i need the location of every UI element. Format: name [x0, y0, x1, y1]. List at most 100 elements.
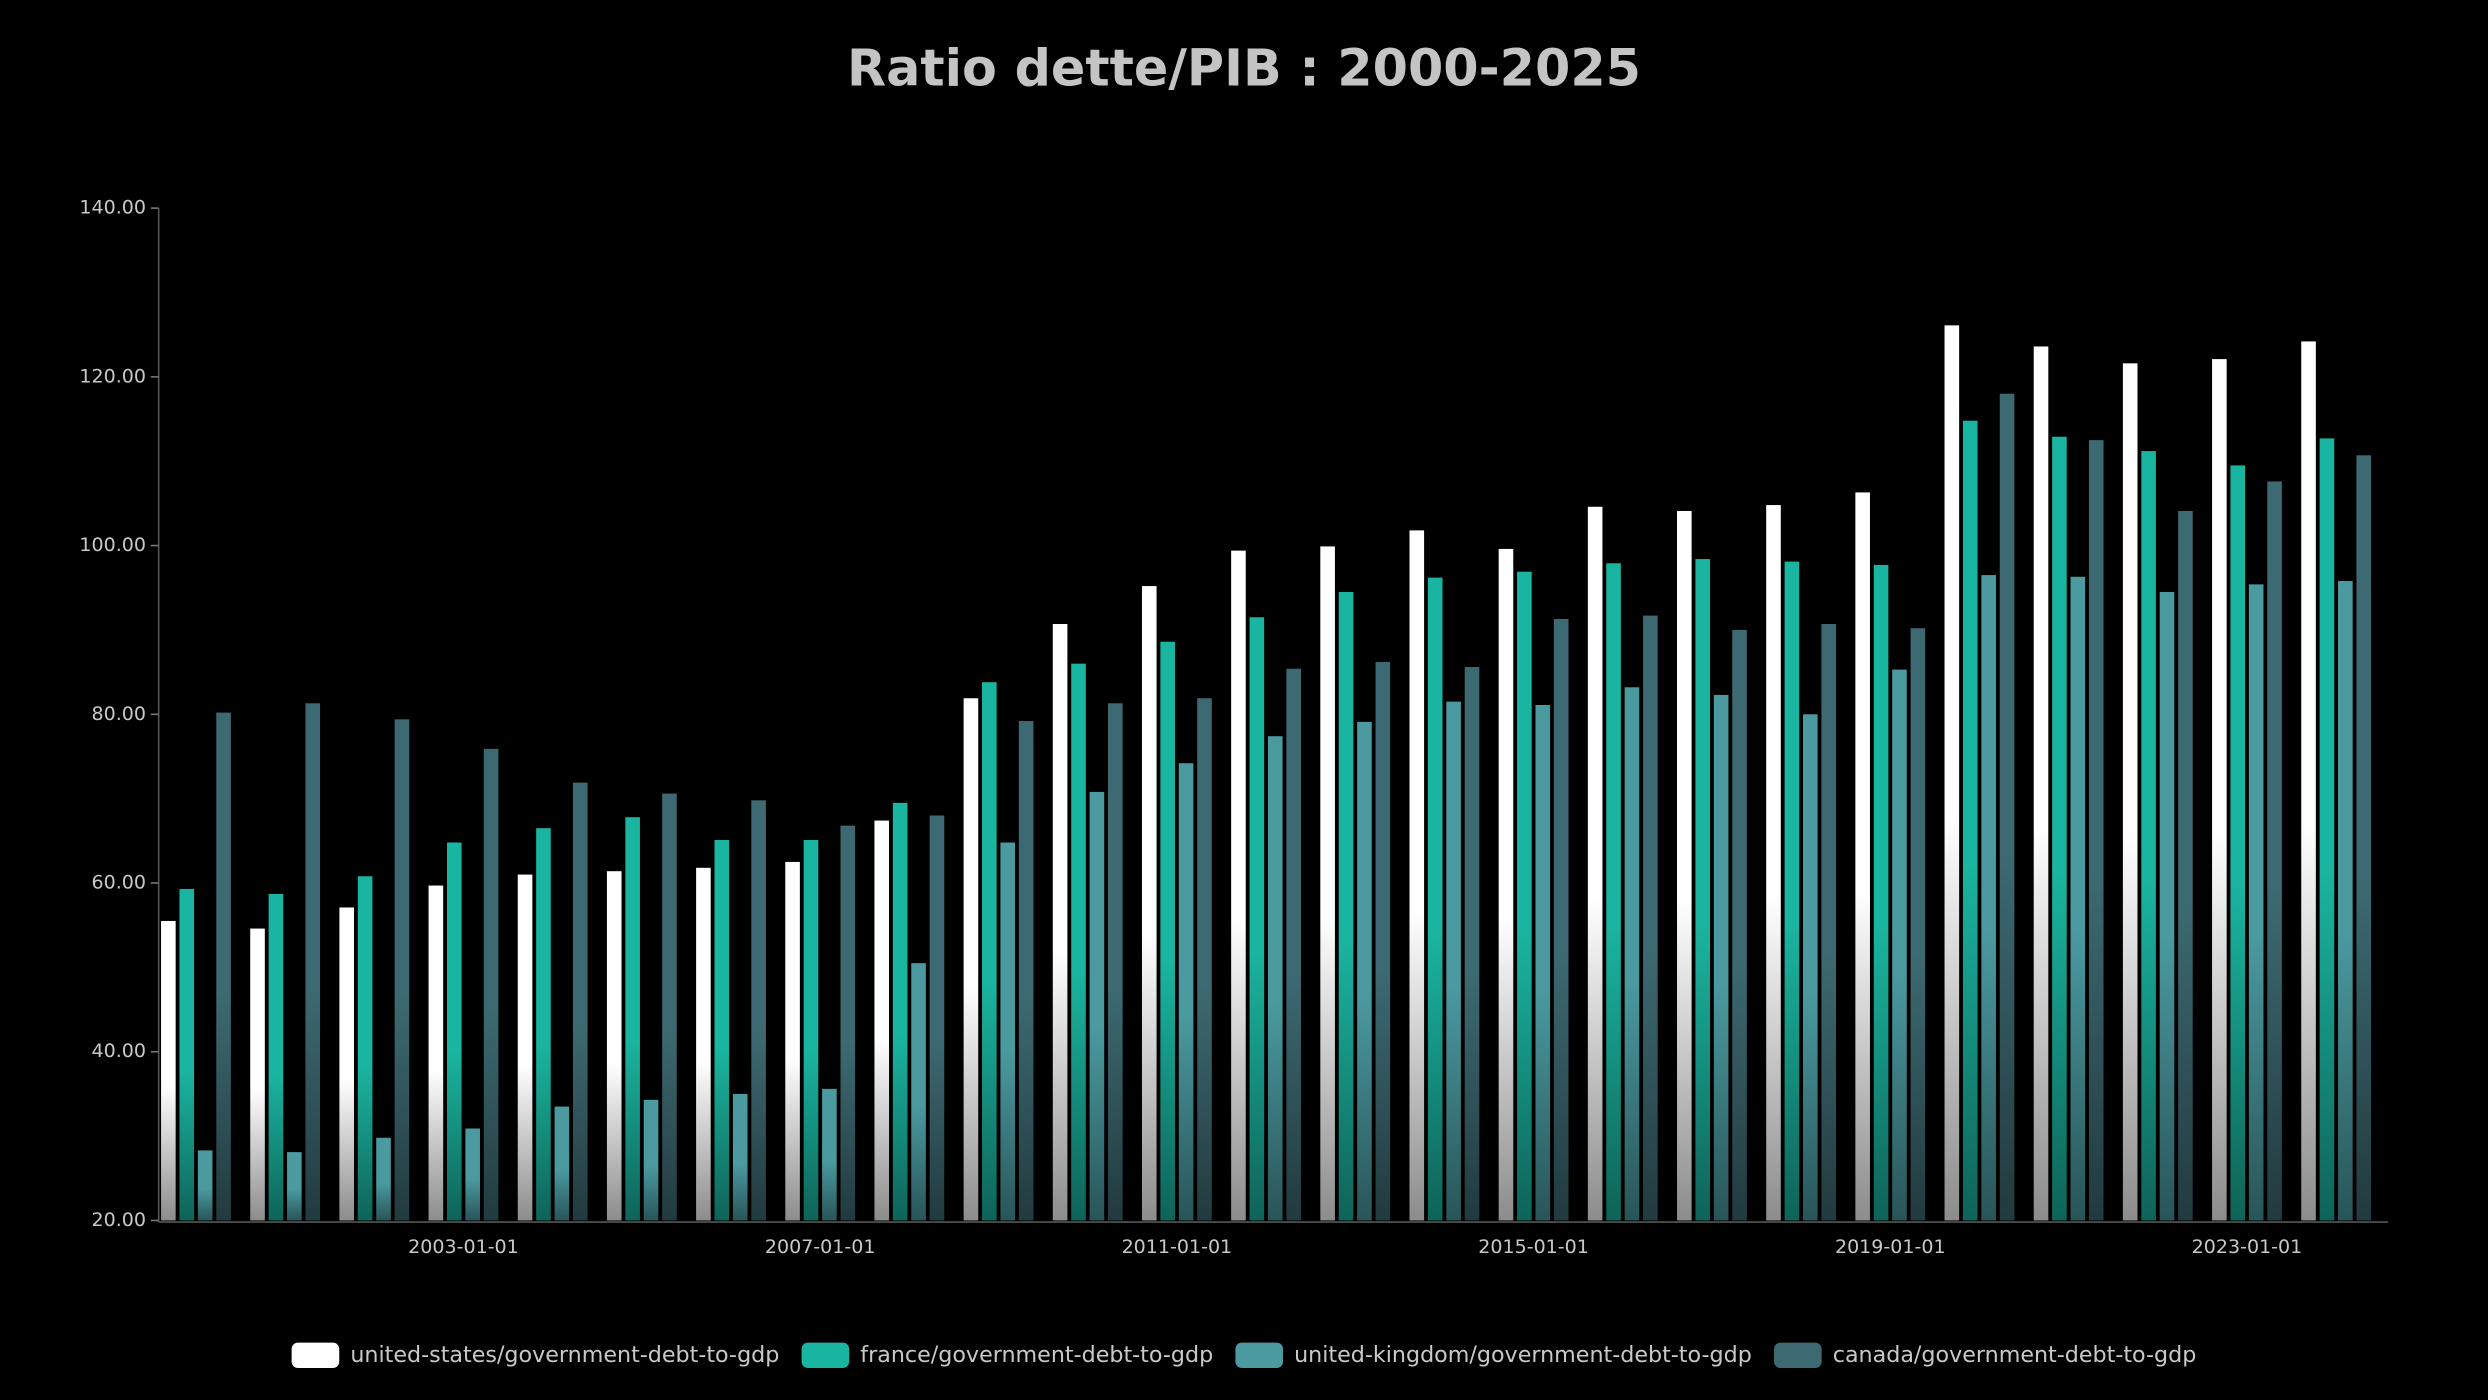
bar — [1231, 550, 1246, 1221]
bar — [1197, 698, 1212, 1221]
bar — [785, 861, 800, 1221]
bar — [517, 874, 533, 1221]
bar — [2033, 346, 2049, 1221]
bar — [1517, 571, 1532, 1221]
bar — [446, 842, 462, 1221]
bar — [929, 815, 945, 1221]
bar — [714, 839, 730, 1221]
legend-swatch — [1235, 1342, 1284, 1369]
bar — [179, 888, 195, 1221]
bar — [2141, 451, 2156, 1221]
bar — [2159, 591, 2175, 1221]
bar — [483, 748, 499, 1221]
bar — [1267, 736, 1283, 1221]
bar — [536, 828, 551, 1221]
bar — [554, 1106, 570, 1221]
bar — [822, 1088, 837, 1221]
bar — [1141, 586, 1157, 1221]
bar — [1018, 721, 1034, 1221]
x-tick-label: 2003-01-01 — [408, 1236, 519, 1258]
bar — [2338, 580, 2353, 1221]
bar — [2267, 481, 2282, 1221]
bar — [606, 871, 622, 1221]
legend-swatch — [291, 1342, 340, 1369]
bar — [1873, 564, 1889, 1221]
legend-label: united-states/government-debt-to-gdp — [350, 1342, 779, 1368]
bar — [376, 1137, 391, 1221]
bar — [428, 885, 444, 1221]
bar — [2356, 455, 2372, 1221]
bar — [1498, 548, 1514, 1221]
bar — [751, 800, 766, 1221]
y-tick-label: 60.00 — [91, 872, 145, 894]
bar — [1320, 546, 1335, 1221]
bar — [892, 802, 908, 1221]
legend-swatch — [801, 1342, 850, 1369]
bar — [1553, 618, 1569, 1221]
bar — [1587, 506, 1603, 1221]
bar — [1624, 687, 1640, 1221]
bar — [1713, 694, 1729, 1221]
x-tick-label: 2023-01-01 — [2192, 1236, 2303, 1258]
y-tick-label: 140.00 — [79, 197, 146, 219]
bar — [2248, 584, 2264, 1221]
bar — [2088, 440, 2104, 1221]
bar — [1108, 703, 1123, 1221]
x-tick-label: 2007-01-01 — [765, 1236, 876, 1258]
bar — [1855, 492, 1870, 1221]
bar — [874, 820, 890, 1221]
y-tick-label: 120.00 — [79, 365, 146, 387]
x-tick-label: 2019-01-01 — [1835, 1236, 1946, 1258]
legend-label: france/government-debt-to-gdp — [860, 1342, 1213, 1368]
bar — [2301, 341, 2316, 1221]
bar — [982, 682, 997, 1221]
bar — [662, 793, 677, 1221]
bar — [2212, 359, 2227, 1221]
bar — [2319, 438, 2335, 1221]
bar — [1160, 641, 1175, 1221]
bar — [1695, 559, 1711, 1221]
bar — [840, 825, 856, 1221]
bar — [1677, 510, 1692, 1221]
bar — [1606, 563, 1621, 1221]
bar — [2230, 465, 2246, 1221]
bar — [2070, 576, 2086, 1221]
bar — [1464, 667, 1480, 1221]
bar — [732, 1093, 748, 1221]
bar — [1446, 701, 1461, 1221]
legend-swatch — [1774, 1342, 1822, 1369]
bar — [1944, 325, 1960, 1221]
bar — [1732, 629, 1747, 1221]
y-tick-label: 100.00 — [79, 534, 146, 556]
bar — [1286, 668, 1301, 1221]
bar — [1052, 624, 1068, 1221]
bar — [1643, 615, 1658, 1221]
bar — [287, 1152, 302, 1221]
bar — [268, 893, 284, 1221]
bar — [572, 782, 588, 1221]
bar — [1409, 530, 1425, 1221]
bar — [2178, 510, 2193, 1221]
bar — [1071, 663, 1086, 1221]
bar — [1892, 669, 1907, 1221]
legend-label: united-kingdom/government-debt-to-gdp — [1294, 1342, 1752, 1368]
bar — [1784, 561, 1800, 1221]
bar — [161, 920, 176, 1221]
chart-title: Ratio dette/PIB : 2000-2025 — [847, 39, 1641, 98]
bar — [643, 1099, 659, 1221]
bar — [394, 719, 410, 1221]
bar — [803, 839, 819, 1221]
bar — [625, 817, 640, 1221]
bar — [339, 907, 355, 1221]
bar — [2122, 363, 2138, 1221]
bar — [1427, 577, 1443, 1221]
x-tick-label: 2011-01-01 — [1122, 1236, 1233, 1258]
y-tick-label: 20.00 — [91, 1209, 145, 1231]
bar — [1178, 763, 1194, 1221]
bar — [1535, 705, 1551, 1221]
bar — [1249, 617, 1265, 1221]
bar — [1000, 842, 1016, 1221]
bar — [250, 928, 265, 1221]
